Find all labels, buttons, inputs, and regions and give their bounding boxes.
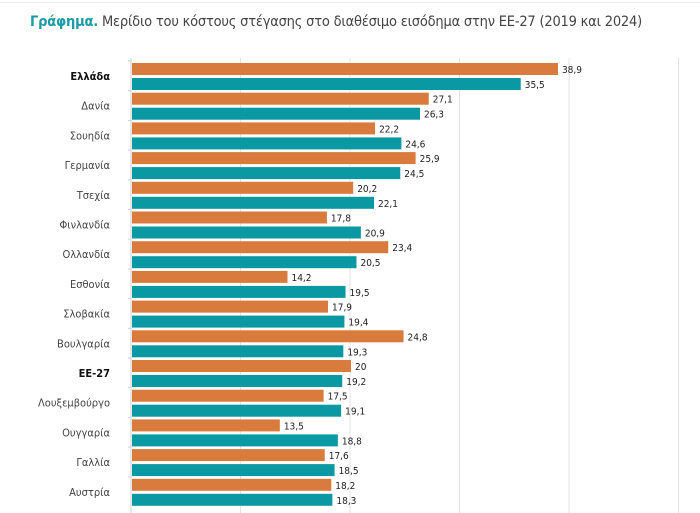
data-label: 19,5 bbox=[350, 288, 370, 299]
data-label: 24,8 bbox=[408, 332, 428, 343]
bar-series-2 bbox=[132, 78, 521, 90]
chart-title: Γράφημα. Μερίδιο του κόστους στέγασης στ… bbox=[30, 14, 642, 30]
bar-series-2 bbox=[132, 404, 342, 417]
data-label: 18,8 bbox=[342, 436, 362, 447]
category-label: Ολλανδία bbox=[63, 248, 111, 261]
category-label: Γερμανία bbox=[65, 159, 111, 172]
bar-series-1 bbox=[132, 449, 325, 462]
data-label: 19,3 bbox=[347, 347, 367, 358]
data-label: 20,2 bbox=[357, 184, 377, 195]
bar-series-2 bbox=[132, 196, 374, 209]
bar-series-1 bbox=[132, 300, 329, 313]
bar-series-2 bbox=[132, 285, 346, 298]
data-label: 22,2 bbox=[379, 124, 399, 135]
bar-series-2 bbox=[132, 375, 343, 387]
category-label: ΕΕ-27 bbox=[79, 367, 111, 380]
category-label: Σουηδία bbox=[70, 129, 111, 142]
data-label: 19,4 bbox=[348, 318, 368, 329]
category-label: Αυστρία bbox=[69, 486, 110, 499]
data-label: 18,5 bbox=[339, 466, 359, 477]
data-label: 17,6 bbox=[329, 451, 349, 462]
data-label: 17,5 bbox=[328, 392, 348, 403]
bar-series-1 bbox=[132, 478, 332, 491]
bar-series-1 bbox=[132, 211, 327, 224]
bar-series-2 bbox=[132, 137, 402, 150]
data-label: 14,2 bbox=[291, 273, 311, 284]
data-label: 38,9 bbox=[562, 65, 582, 76]
data-label: 35,5 bbox=[525, 80, 545, 91]
bar-series-1 bbox=[132, 389, 324, 402]
data-label: 22,1 bbox=[378, 199, 398, 210]
bar-series-2 bbox=[132, 493, 333, 506]
bar-series-1 bbox=[132, 181, 354, 194]
bar-series-2 bbox=[132, 434, 338, 447]
data-label: 20,5 bbox=[360, 258, 380, 269]
data-label: 25,9 bbox=[420, 154, 440, 165]
data-label: 19,2 bbox=[346, 377, 366, 388]
data-label: 19,1 bbox=[345, 407, 365, 418]
category-label: Ουγγαρία bbox=[62, 426, 110, 439]
bar-series-1 bbox=[132, 360, 351, 372]
data-label: 17,8 bbox=[331, 214, 351, 225]
bar-series-1 bbox=[132, 63, 558, 75]
category-label: Γαλλία bbox=[76, 456, 110, 469]
data-label: 23,4 bbox=[392, 243, 412, 254]
bar-series-1 bbox=[132, 241, 389, 254]
chart-title-lead: Γράφημα. bbox=[30, 14, 99, 30]
category-label: Εσθονία bbox=[70, 278, 111, 291]
bar-series-1 bbox=[132, 419, 280, 432]
data-label: 17,9 bbox=[332, 303, 352, 314]
category-label: Ελλάδα bbox=[70, 70, 110, 83]
top-divider bbox=[0, 2, 700, 3]
bar-series-2 bbox=[132, 464, 335, 477]
bar-series-2 bbox=[132, 226, 361, 239]
data-label: 20 bbox=[355, 362, 367, 373]
bar-series-2 bbox=[132, 107, 420, 120]
bar-series-1 bbox=[132, 122, 376, 135]
data-label: 20,9 bbox=[365, 229, 385, 240]
data-label: 13,5 bbox=[284, 421, 304, 432]
data-label: 26,3 bbox=[424, 110, 444, 121]
bar-series-2 bbox=[132, 167, 401, 180]
bar-series-2 bbox=[132, 256, 357, 269]
data-label: 27,1 bbox=[433, 95, 453, 106]
bar-series-2 bbox=[132, 345, 344, 358]
data-label: 24,6 bbox=[405, 139, 425, 150]
data-label: 18,3 bbox=[336, 496, 356, 507]
bar-series-1 bbox=[132, 330, 404, 343]
bar-series-2 bbox=[132, 315, 345, 328]
data-label: 18,2 bbox=[335, 481, 355, 492]
data-label: 24,5 bbox=[404, 169, 424, 180]
bar-series-1 bbox=[132, 270, 288, 283]
bar-series-1 bbox=[132, 92, 429, 105]
category-label: Φινλανδία bbox=[60, 219, 111, 232]
category-label: Δανία bbox=[81, 100, 110, 113]
category-label: Τσεχία bbox=[76, 189, 111, 202]
chart-title-text: Μερίδιο του κόστους στέγασης στο διαθέσι… bbox=[98, 14, 643, 30]
category-label: Σλοβακία bbox=[63, 308, 110, 321]
category-label: Λουξεμβούργο bbox=[38, 397, 110, 410]
category-label: Βουλγαρία bbox=[57, 337, 110, 350]
bar-series-1 bbox=[132, 152, 416, 165]
